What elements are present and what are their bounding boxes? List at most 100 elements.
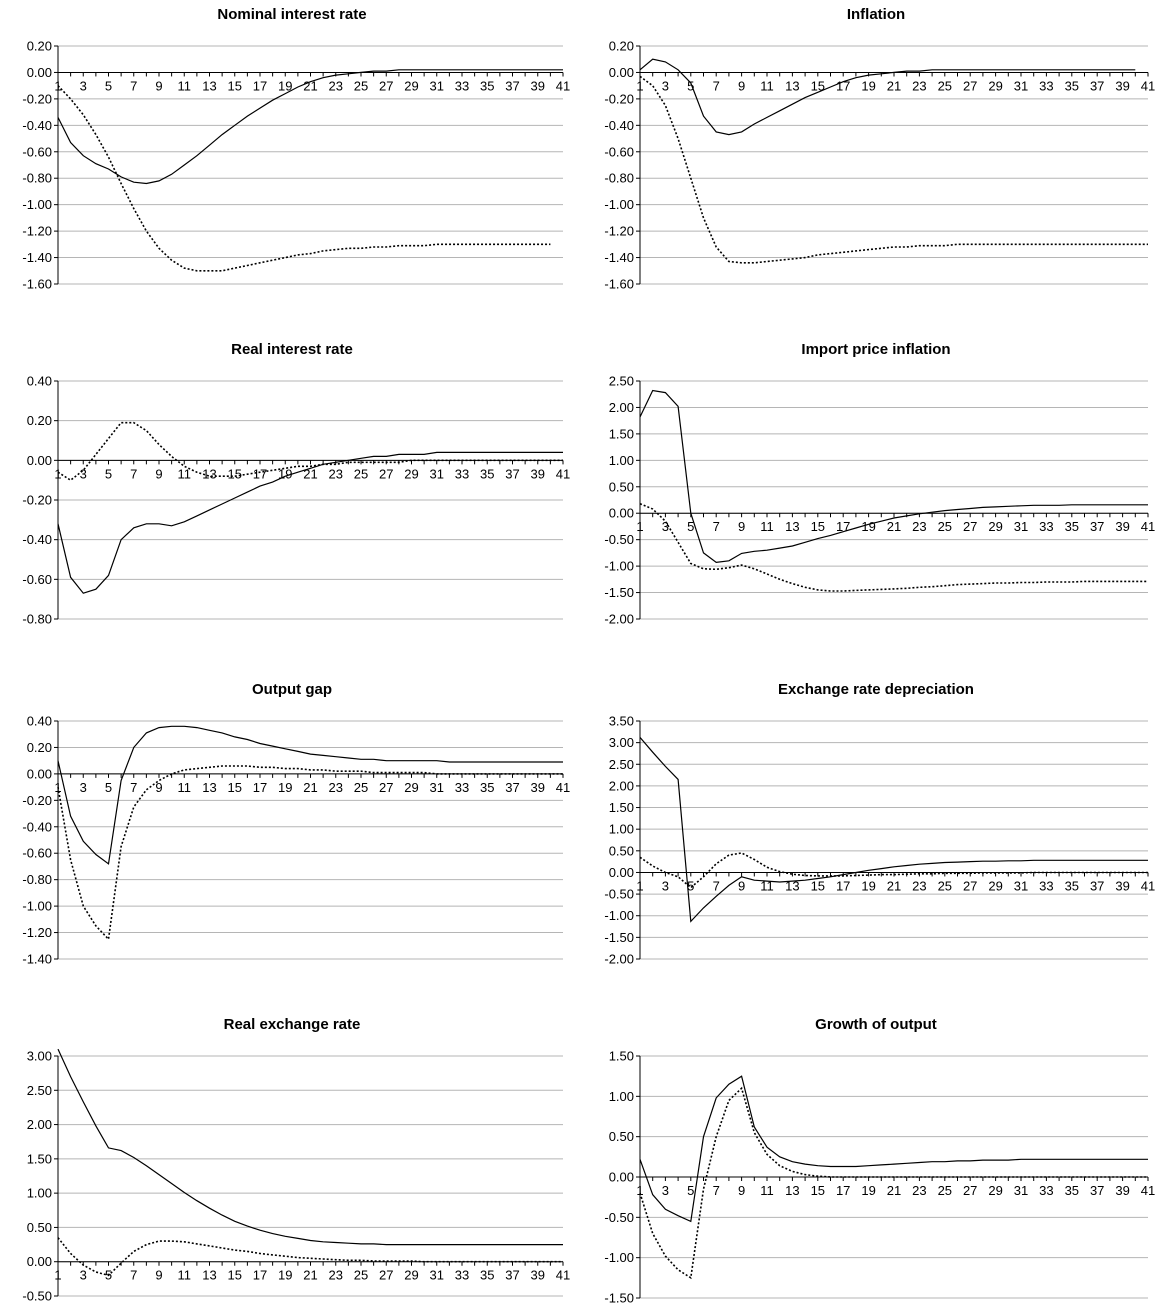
x-tick-label: 35 <box>1065 519 1079 534</box>
x-tick-label: 15 <box>811 78 825 93</box>
x-tick-label: 29 <box>988 1183 1002 1198</box>
x-tick-label: 9 <box>155 78 162 93</box>
x-tick-label: 9 <box>155 1268 162 1283</box>
x-tick-label: 11 <box>178 1268 192 1283</box>
y-tick-label: 0.20 <box>609 39 634 54</box>
x-tick-label: 31 <box>430 1268 444 1283</box>
x-tick-label: 23 <box>912 78 926 93</box>
chart-panel-2: Inflation 0.20 0.00 -0.20 -0.40 -0.60 -0.80 -1.… <box>584 0 1168 300</box>
chart-title: Nominal interest rate <box>217 6 367 23</box>
series-line-solid <box>639 737 1148 923</box>
chart-title: Growth of output <box>815 1016 937 1033</box>
x-tick-label: 15 <box>228 466 242 481</box>
x-tick-label: 21 <box>887 1183 901 1198</box>
y-tick-label: 0.50 <box>609 479 634 494</box>
x-tick-label: 33 <box>455 466 469 481</box>
chart-panel-6: Exchange rate depreciation 3.50 3.00 2.50 2.… <box>584 675 1168 975</box>
y-tick-label: -1.40 <box>604 250 634 265</box>
x-tick-label: 15 <box>811 878 825 893</box>
series-line-dotted <box>639 75 1148 264</box>
x-tick-label: 37 <box>1090 519 1104 534</box>
x-tick-label: 31 <box>1014 1183 1028 1198</box>
x-tick-label: 19 <box>278 1268 292 1283</box>
chart-panel-7: Real exchange rate 3.00 2.50 2.00 1.50 1.00 0.… <box>0 1010 584 1306</box>
x-tick-label: 13 <box>202 780 216 795</box>
x-tick-label: 37 <box>505 780 519 795</box>
x-tick-label: 25 <box>938 878 952 893</box>
x-tick-label: 29 <box>988 78 1002 93</box>
y-tick-label: 0.50 <box>609 1129 634 1144</box>
series-line-dotted <box>57 1237 563 1277</box>
x-tick-label: 25 <box>354 780 368 795</box>
x-tick-label: 33 <box>1039 519 1053 534</box>
y-tick-label: 2.50 <box>27 1083 52 1098</box>
y-tick-label: -0.80 <box>22 872 52 887</box>
x-tick-label: 7 <box>713 878 720 893</box>
x-tick-label: 27 <box>963 878 977 893</box>
x-tick-label: 7 <box>713 519 720 534</box>
x-tick-label: 17 <box>836 1183 850 1198</box>
x-tick-label: 31 <box>1014 519 1028 534</box>
y-tick-label: -1.60 <box>22 277 52 292</box>
x-tick-label: 37 <box>1090 1183 1104 1198</box>
x-tick-label: 33 <box>455 1268 469 1283</box>
x-tick-label: 19 <box>861 78 875 93</box>
x-tick-label: 33 <box>455 780 469 795</box>
series-line-solid <box>57 725 563 865</box>
x-tick-label: 9 <box>738 78 745 93</box>
chart-svg: 0.40 0.20 0.00 -0.20 -0.40 -0.60 -0.80 -1.00 -1.… <box>22 714 570 967</box>
x-tick-label: 31 <box>430 466 444 481</box>
x-tick-label: 39 <box>531 1268 545 1283</box>
y-tick-label: 3.00 <box>609 735 634 750</box>
x-tick-label: 15 <box>228 780 242 795</box>
x-tick-label: 13 <box>202 466 216 481</box>
x-tick-label: 1 <box>636 519 643 534</box>
series-line-dotted <box>57 421 563 482</box>
x-tick-label: 5 <box>105 466 112 481</box>
x-tick-label: 1 <box>636 78 643 93</box>
y-tick-label: -0.20 <box>22 91 52 106</box>
x-tick-label: 1 <box>636 878 643 893</box>
x-tick-label: 17 <box>836 78 850 93</box>
x-tick-label: 27 <box>379 1268 393 1283</box>
chart-svg: 3.00 2.50 2.00 1.50 1.00 0.50 0.00 -0.501 3 5 7 9 11… <box>22 1048 570 1304</box>
x-tick-label: 3 <box>80 780 87 795</box>
y-tick-label: 0.20 <box>27 39 52 54</box>
series-line-solid <box>57 1048 563 1246</box>
chart-title: Exchange rate depreciation <box>778 681 974 698</box>
x-tick-label: 25 <box>354 78 368 93</box>
series-line-solid <box>639 1075 1148 1223</box>
x-tick-label: 9 <box>738 519 745 534</box>
x-tick-label: 19 <box>278 78 292 93</box>
x-tick-label: 3 <box>80 1268 87 1283</box>
x-tick-label: 31 <box>430 78 444 93</box>
x-tick-label: 27 <box>379 780 393 795</box>
x-tick-label: 27 <box>379 78 393 93</box>
y-tick-label: -1.50 <box>604 1291 634 1306</box>
y-tick-label: -0.20 <box>604 91 634 106</box>
y-tick-label: -0.40 <box>22 532 52 547</box>
x-tick-label: 1 <box>54 466 61 481</box>
y-tick-label: 3.00 <box>27 1049 52 1064</box>
y-tick-label: 1.50 <box>609 426 634 441</box>
x-tick-label: 21 <box>887 878 901 893</box>
chart-svg: 1.501.000.500.00-0.50-1.00-1.501 3 5 7 9 11 13… <box>604 1049 1155 1306</box>
y-tick-label: -1.00 <box>22 899 52 914</box>
x-tick-label: 37 <box>1090 78 1104 93</box>
series-line-dotted <box>639 1086 1148 1280</box>
x-tick-label: 31 <box>1014 78 1028 93</box>
x-tick-label: 35 <box>1065 78 1079 93</box>
x-tick-label: 3 <box>662 78 669 93</box>
y-tick-label: 1.00 <box>609 822 634 837</box>
y-tick-label: -0.50 <box>22 1289 52 1304</box>
x-tick-label: 29 <box>404 466 418 481</box>
y-tick-label: 0.00 <box>27 1254 52 1269</box>
x-tick-label: 19 <box>278 780 292 795</box>
x-tick-label: 35 <box>1065 878 1079 893</box>
x-tick-label: 39 <box>531 466 545 481</box>
chart-panel-1: Nominal interest rate 0.20 0.00 -0.20 -0.40 -… <box>0 0 584 300</box>
x-tick-label: 29 <box>404 780 418 795</box>
y-tick-label: -1.00 <box>604 559 634 574</box>
y-tick-label: -0.20 <box>22 493 52 508</box>
x-tick-label: 23 <box>329 780 343 795</box>
